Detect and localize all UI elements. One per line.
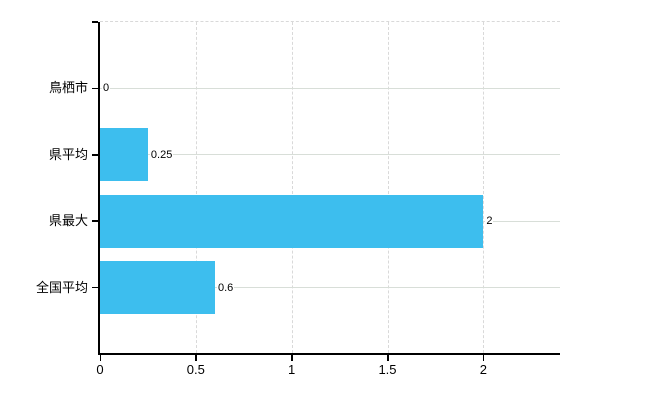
y-axis-tick (92, 220, 98, 222)
h-gridline (100, 87, 560, 89)
x-tick-label: 0.5 (186, 362, 205, 377)
y-axis (98, 22, 100, 355)
v-gridline (291, 22, 293, 353)
h-gridline (100, 287, 560, 289)
x-axis-tick (387, 355, 389, 361)
bar-value-label: 2 (485, 214, 494, 229)
x-tick-label: 1 (288, 362, 296, 377)
plot-top-border (100, 21, 560, 22)
category-label: 県平均 (48, 146, 88, 162)
x-axis-tick (99, 355, 101, 361)
bar (100, 194, 484, 248)
y-axis-end-tick (92, 21, 98, 23)
v-gridline (195, 22, 197, 353)
bar-value-label: 0 (102, 81, 111, 96)
y-axis-tick (92, 286, 98, 289)
x-axis (98, 353, 560, 355)
v-gridline (387, 22, 389, 353)
x-tick-label: 2 (479, 362, 487, 377)
x-axis-tick (195, 355, 197, 361)
x-tick-label: 0 (96, 362, 104, 377)
x-axis-tick (291, 355, 293, 361)
bar (100, 261, 215, 315)
category-label: 鳥栖市 (48, 80, 88, 96)
bar-value-label: 0.25 (149, 147, 174, 162)
bar-value-label: 0.6 (217, 280, 235, 295)
category-label: 全国平均 (35, 279, 88, 295)
h-gridline (100, 154, 560, 156)
y-axis-tick (92, 87, 98, 90)
x-tick-label: 1.5 (378, 362, 397, 377)
x-axis-tick (482, 355, 485, 361)
y-axis-tick (92, 154, 98, 156)
category-label: 県最大 (48, 213, 88, 229)
v-gridline (483, 22, 485, 353)
bar (100, 128, 148, 182)
